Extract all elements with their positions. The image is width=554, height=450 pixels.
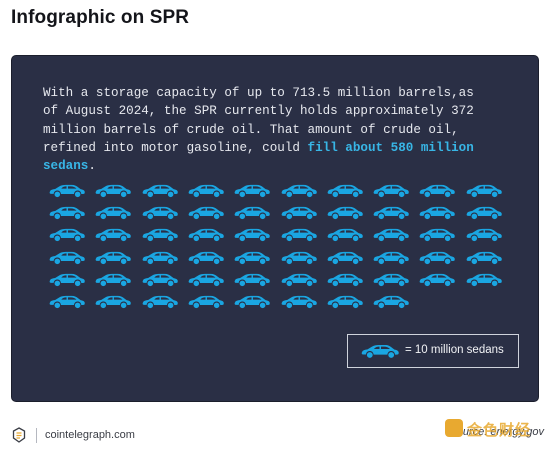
sedan-icon — [465, 226, 503, 244]
sedan-icon — [141, 293, 179, 311]
sedan-icon — [280, 293, 318, 311]
sedan-icon — [187, 293, 225, 311]
page-title: Infographic on SPR — [11, 7, 190, 28]
sedan-icon — [141, 226, 179, 244]
sedan-icon — [372, 182, 410, 200]
sedan-icon — [280, 226, 318, 244]
sedan-icon — [94, 204, 132, 222]
legend-label: = 10 million sedans — [405, 344, 504, 356]
sedan-icon — [48, 204, 86, 222]
sedan-icon — [326, 226, 364, 244]
sedan-icon — [326, 204, 364, 222]
sedan-icon — [233, 293, 271, 311]
sedan-icon — [418, 249, 456, 267]
infographic-description: With a storage capacity of up to 713.5 m… — [43, 84, 483, 175]
sedan-icon — [360, 343, 400, 360]
description-end: . — [88, 159, 96, 174]
sedan-icon — [94, 293, 132, 311]
sedan-icon — [418, 204, 456, 222]
sedan-icon — [280, 204, 318, 222]
sedan-icon — [48, 182, 86, 200]
sedan-icon — [141, 204, 179, 222]
sedan-icon — [48, 226, 86, 244]
sedan-icon — [48, 293, 86, 311]
sedan-icon — [187, 226, 225, 244]
sedan-icon — [94, 226, 132, 244]
sedan-icon — [326, 293, 364, 311]
sedan-icon — [233, 271, 271, 289]
sedan-icon — [187, 182, 225, 200]
watermark-text: 金色财经 — [467, 422, 532, 439]
sedan-icon — [372, 204, 410, 222]
sedan-icon — [418, 226, 456, 244]
sedan-icon — [187, 271, 225, 289]
sedan-icon — [465, 182, 503, 200]
watermark: 金色财经 — [445, 417, 545, 445]
sedan-icon — [372, 293, 410, 311]
sedan-pictogram-grid — [48, 182, 514, 314]
sedan-icon — [372, 271, 410, 289]
watermark-logo-icon — [445, 419, 463, 437]
sedan-icon — [233, 182, 271, 200]
sedan-icon — [233, 226, 271, 244]
sedan-icon — [326, 182, 364, 200]
sedan-icon — [372, 249, 410, 267]
infographic-card: With a storage capacity of up to 713.5 m… — [11, 55, 539, 402]
legend-box: = 10 million sedans — [347, 334, 519, 368]
sedan-icon — [94, 271, 132, 289]
sedan-icon — [187, 204, 225, 222]
sedan-icon — [280, 182, 318, 200]
sedan-icon — [94, 249, 132, 267]
sedan-icon — [141, 271, 179, 289]
footer-site-link[interactable]: cointelegraph.com — [45, 429, 135, 441]
sedan-icon — [94, 182, 132, 200]
sedan-icon — [465, 271, 503, 289]
sedan-icon — [233, 204, 271, 222]
sedan-icon — [141, 182, 179, 200]
cointelegraph-logo-icon — [12, 427, 26, 443]
sedan-icon — [233, 249, 271, 267]
sedan-icon — [418, 271, 456, 289]
description-highlight: fill about 580 million sedans — [43, 140, 474, 174]
footer-source: Source: energy.gov — [449, 426, 544, 438]
sedan-icon — [141, 249, 179, 267]
footer-divider — [36, 428, 37, 443]
sedan-icon — [187, 249, 225, 267]
sedan-icon — [326, 249, 364, 267]
sedan-icon — [48, 271, 86, 289]
sedan-icon — [326, 271, 364, 289]
description-text: With a storage capacity of up to 713.5 m… — [43, 86, 474, 155]
sedan-icon — [465, 249, 503, 267]
sedan-icon — [372, 226, 410, 244]
sedan-icon — [280, 249, 318, 267]
sedan-icon — [418, 182, 456, 200]
sedan-icon — [280, 271, 318, 289]
sedan-icon — [465, 204, 503, 222]
sedan-icon — [48, 249, 86, 267]
